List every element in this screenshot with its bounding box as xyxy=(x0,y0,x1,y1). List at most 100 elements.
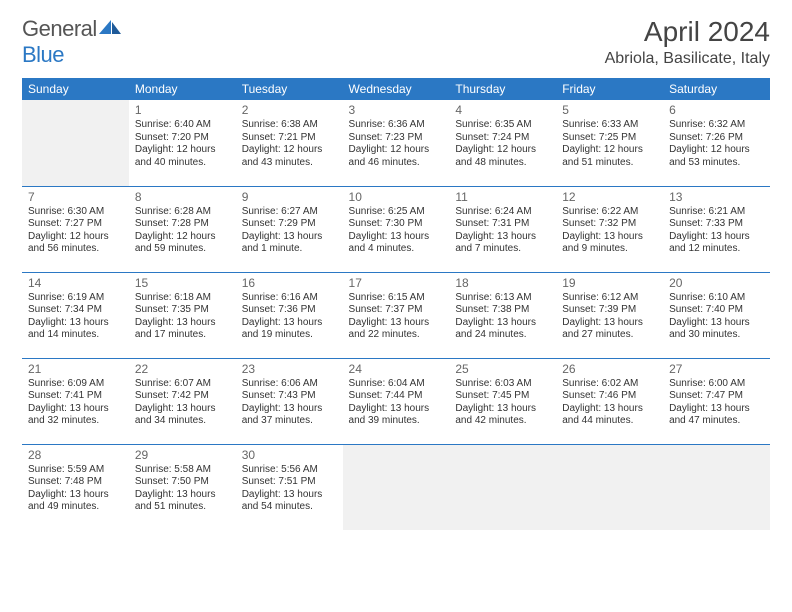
calendar-cell: 13Sunrise: 6:21 AMSunset: 7:33 PMDayligh… xyxy=(663,186,770,272)
day-number: 10 xyxy=(349,190,444,205)
day-number: 21 xyxy=(28,362,123,377)
sunrise: Sunrise: 6:10 AM xyxy=(669,292,764,305)
calendar-week-row: 28Sunrise: 5:59 AMSunset: 7:48 PMDayligh… xyxy=(22,444,770,530)
day-info: Sunrise: 6:06 AMSunset: 7:43 PMDaylight:… xyxy=(242,378,337,428)
day-number: 12 xyxy=(562,190,657,205)
sunrise: Sunrise: 6:15 AM xyxy=(349,292,444,305)
day-number: 9 xyxy=(242,190,337,205)
sunset: Sunset: 7:44 PM xyxy=(349,390,444,403)
day-number: 28 xyxy=(28,448,123,463)
logo-text-blue: Blue xyxy=(22,42,64,67)
daylight: Daylight: 13 hours and 9 minutes. xyxy=(562,231,657,256)
day-info: Sunrise: 6:30 AMSunset: 7:27 PMDaylight:… xyxy=(28,206,123,256)
sunset: Sunset: 7:38 PM xyxy=(455,304,550,317)
calendar-cell: 26Sunrise: 6:02 AMSunset: 7:46 PMDayligh… xyxy=(556,358,663,444)
calendar-week-row: 21Sunrise: 6:09 AMSunset: 7:41 PMDayligh… xyxy=(22,358,770,444)
calendar-cell: 15Sunrise: 6:18 AMSunset: 7:35 PMDayligh… xyxy=(129,272,236,358)
daylight: Daylight: 13 hours and 4 minutes. xyxy=(349,231,444,256)
day-number: 20 xyxy=(669,276,764,291)
title-block: April 2024 Abriola, Basilicate, Italy xyxy=(605,16,770,68)
daylight: Daylight: 13 hours and 19 minutes. xyxy=(242,317,337,342)
calendar-cell: 28Sunrise: 5:59 AMSunset: 7:48 PMDayligh… xyxy=(22,444,129,530)
sunrise: Sunrise: 6:25 AM xyxy=(349,206,444,219)
daylight: Daylight: 12 hours and 59 minutes. xyxy=(135,231,230,256)
calendar-cell-empty xyxy=(663,444,770,530)
day-info: Sunrise: 6:18 AMSunset: 7:35 PMDaylight:… xyxy=(135,292,230,342)
day-info: Sunrise: 6:13 AMSunset: 7:38 PMDaylight:… xyxy=(455,292,550,342)
day-number: 27 xyxy=(669,362,764,377)
calendar-cell: 24Sunrise: 6:04 AMSunset: 7:44 PMDayligh… xyxy=(343,358,450,444)
calendar-cell: 3Sunrise: 6:36 AMSunset: 7:23 PMDaylight… xyxy=(343,100,450,186)
sunset: Sunset: 7:39 PM xyxy=(562,304,657,317)
sunset: Sunset: 7:32 PM xyxy=(562,218,657,231)
sunrise: Sunrise: 6:16 AM xyxy=(242,292,337,305)
calendar-cell-empty xyxy=(556,444,663,530)
sunset: Sunset: 7:25 PM xyxy=(562,132,657,145)
day-info: Sunrise: 6:19 AMSunset: 7:34 PMDaylight:… xyxy=(28,292,123,342)
daylight: Daylight: 13 hours and 34 minutes. xyxy=(135,403,230,428)
calendar-cell: 29Sunrise: 5:58 AMSunset: 7:50 PMDayligh… xyxy=(129,444,236,530)
sunrise: Sunrise: 6:35 AM xyxy=(455,119,550,132)
calendar-header-row: SundayMondayTuesdayWednesdayThursdayFrid… xyxy=(22,78,770,100)
calendar-cell: 23Sunrise: 6:06 AMSunset: 7:43 PMDayligh… xyxy=(236,358,343,444)
daylight: Daylight: 13 hours and 32 minutes. xyxy=(28,403,123,428)
month-title: April 2024 xyxy=(605,16,770,48)
sunrise: Sunrise: 6:03 AM xyxy=(455,378,550,391)
logo-text: General Blue xyxy=(22,16,123,68)
calendar-cell-empty xyxy=(22,100,129,186)
calendar-cell: 1Sunrise: 6:40 AMSunset: 7:20 PMDaylight… xyxy=(129,100,236,186)
sunset: Sunset: 7:26 PM xyxy=(669,132,764,145)
daylight: Daylight: 12 hours and 48 minutes. xyxy=(455,144,550,169)
sunset: Sunset: 7:42 PM xyxy=(135,390,230,403)
logo-text-general: General xyxy=(22,16,97,41)
daylight: Daylight: 13 hours and 30 minutes. xyxy=(669,317,764,342)
day-number: 8 xyxy=(135,190,230,205)
day-number: 22 xyxy=(135,362,230,377)
calendar-cell: 2Sunrise: 6:38 AMSunset: 7:21 PMDaylight… xyxy=(236,100,343,186)
day-info: Sunrise: 6:21 AMSunset: 7:33 PMDaylight:… xyxy=(669,206,764,256)
calendar-week-row: 1Sunrise: 6:40 AMSunset: 7:20 PMDaylight… xyxy=(22,100,770,186)
calendar-table: SundayMondayTuesdayWednesdayThursdayFrid… xyxy=(22,78,770,530)
sunset: Sunset: 7:51 PM xyxy=(242,476,337,489)
sunrise: Sunrise: 5:59 AM xyxy=(28,464,123,477)
day-number: 24 xyxy=(349,362,444,377)
day-number: 1 xyxy=(135,103,230,118)
weekday-header: Wednesday xyxy=(343,78,450,100)
day-number: 5 xyxy=(562,103,657,118)
daylight: Daylight: 13 hours and 47 minutes. xyxy=(669,403,764,428)
day-info: Sunrise: 6:15 AMSunset: 7:37 PMDaylight:… xyxy=(349,292,444,342)
daylight: Daylight: 12 hours and 53 minutes. xyxy=(669,144,764,169)
weekday-header: Monday xyxy=(129,78,236,100)
day-info: Sunrise: 6:27 AMSunset: 7:29 PMDaylight:… xyxy=(242,206,337,256)
day-info: Sunrise: 6:16 AMSunset: 7:36 PMDaylight:… xyxy=(242,292,337,342)
sunset: Sunset: 7:36 PM xyxy=(242,304,337,317)
day-info: Sunrise: 6:09 AMSunset: 7:41 PMDaylight:… xyxy=(28,378,123,428)
daylight: Daylight: 13 hours and 37 minutes. xyxy=(242,403,337,428)
sunrise: Sunrise: 6:30 AM xyxy=(28,206,123,219)
day-number: 16 xyxy=(242,276,337,291)
calendar-cell: 16Sunrise: 6:16 AMSunset: 7:36 PMDayligh… xyxy=(236,272,343,358)
calendar-cell: 4Sunrise: 6:35 AMSunset: 7:24 PMDaylight… xyxy=(449,100,556,186)
day-number: 11 xyxy=(455,190,550,205)
sunrise: Sunrise: 6:27 AM xyxy=(242,206,337,219)
day-info: Sunrise: 5:58 AMSunset: 7:50 PMDaylight:… xyxy=(135,464,230,514)
sunset: Sunset: 7:30 PM xyxy=(349,218,444,231)
calendar-cell: 20Sunrise: 6:10 AMSunset: 7:40 PMDayligh… xyxy=(663,272,770,358)
calendar-cell: 27Sunrise: 6:00 AMSunset: 7:47 PMDayligh… xyxy=(663,358,770,444)
sunrise: Sunrise: 6:33 AM xyxy=(562,119,657,132)
sunrise: Sunrise: 5:56 AM xyxy=(242,464,337,477)
daylight: Daylight: 13 hours and 44 minutes. xyxy=(562,403,657,428)
sunset: Sunset: 7:27 PM xyxy=(28,218,123,231)
calendar-cell: 25Sunrise: 6:03 AMSunset: 7:45 PMDayligh… xyxy=(449,358,556,444)
day-info: Sunrise: 5:56 AMSunset: 7:51 PMDaylight:… xyxy=(242,464,337,514)
daylight: Daylight: 13 hours and 54 minutes. xyxy=(242,489,337,514)
weekday-header: Sunday xyxy=(22,78,129,100)
sunrise: Sunrise: 5:58 AM xyxy=(135,464,230,477)
sunset: Sunset: 7:31 PM xyxy=(455,218,550,231)
sunset: Sunset: 7:24 PM xyxy=(455,132,550,145)
calendar-cell: 7Sunrise: 6:30 AMSunset: 7:27 PMDaylight… xyxy=(22,186,129,272)
day-number: 25 xyxy=(455,362,550,377)
calendar-cell: 11Sunrise: 6:24 AMSunset: 7:31 PMDayligh… xyxy=(449,186,556,272)
day-number: 18 xyxy=(455,276,550,291)
daylight: Daylight: 13 hours and 39 minutes. xyxy=(349,403,444,428)
